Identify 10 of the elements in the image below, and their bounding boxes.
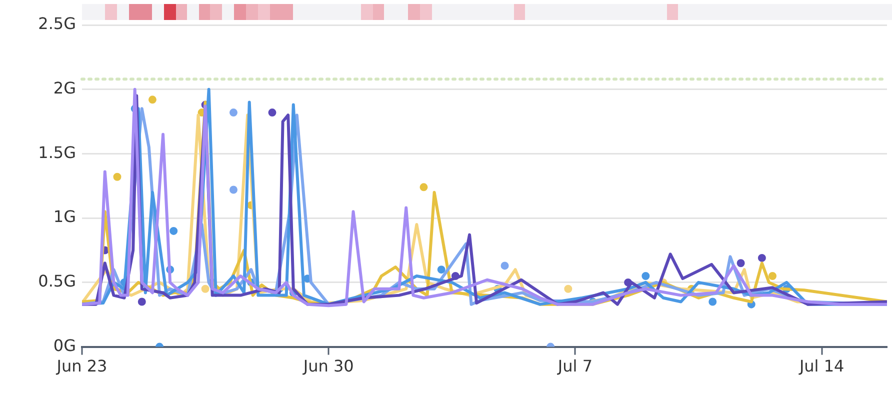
y-tick-label: 0G	[53, 336, 76, 355]
y-tick-label: 1G	[53, 207, 76, 226]
x-tick-label: Jun 23	[56, 356, 108, 376]
y-tick-label: 2.5G	[38, 14, 76, 34]
x-tick-label: Jul 7	[556, 356, 593, 376]
x-tick-label: Jun 30	[302, 356, 354, 376]
y-tick-label: 0.5G	[38, 272, 76, 291]
y-tick-label: 1.5G	[38, 142, 76, 162]
y-tick-label: 2G	[53, 78, 76, 98]
x-tick-label: Jul 14	[798, 356, 844, 376]
